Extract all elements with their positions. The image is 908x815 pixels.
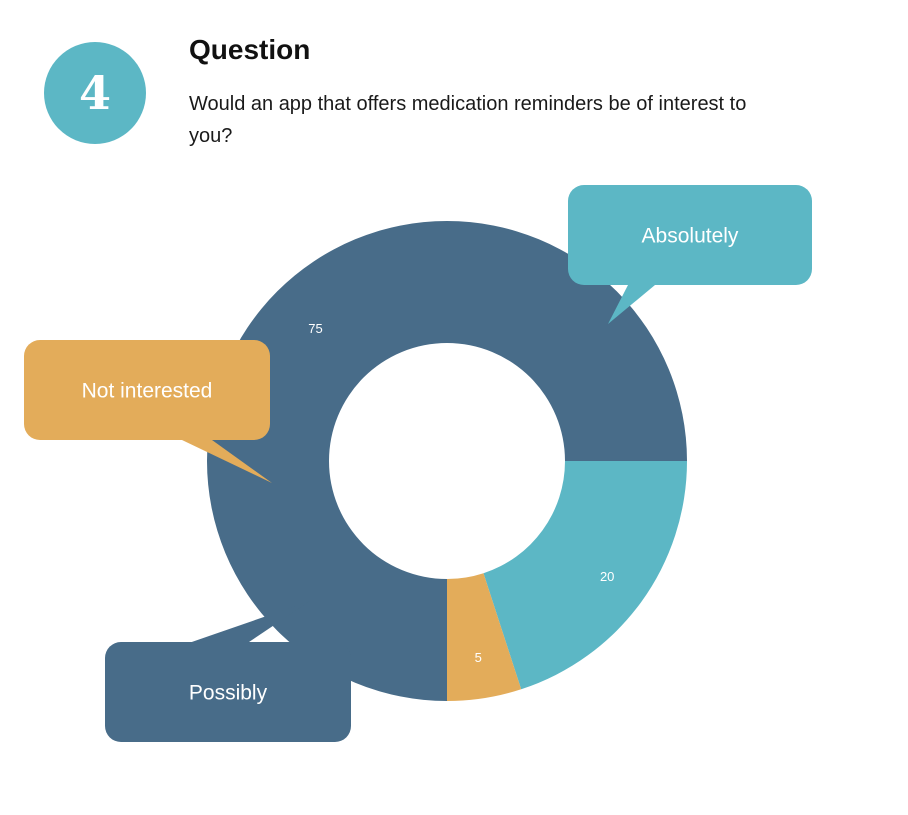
callout-absolutely: Absolutely [568,185,812,324]
callout-not-interested: Not interested [24,340,272,483]
callout-label-not-interested: Not interested [82,380,213,403]
slice-not-interested [447,573,522,701]
callout-possibly: Possibly [105,601,351,742]
callout-label-absolutely: Absolutely [642,225,739,248]
value-label-possibly: 20 [600,569,614,584]
question-title: Question [189,34,311,65]
question-text: Would an app that offers medication remi… [189,93,747,147]
question-number: 4 [78,66,111,120]
slice-possibly [483,461,687,690]
callout-label-possibly: Possibly [189,682,268,705]
question-number-badge: 4 [44,42,146,144]
value-label-absolutely: 75 [308,321,322,336]
value-label-not-interested: 5 [475,650,482,665]
slice-absolutely [207,221,687,701]
